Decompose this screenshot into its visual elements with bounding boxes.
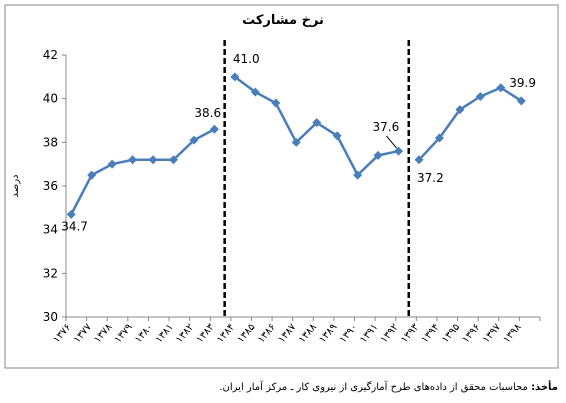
x-tick-label: ۱۳۹۴ [420,322,442,346]
data-point [414,155,424,165]
y-tick-label: 36 [43,179,58,193]
data-point [271,98,281,108]
x-tick-label: ۱۳۸۱ [154,322,176,346]
x-tick-label: ۱۳۹۱ [358,322,380,346]
x-tick-label: ۱۳۸۵ [235,322,257,346]
y-tick-label: 34 [43,223,58,237]
x-tick-label: ۱۳۷۷ [72,321,95,345]
data-point [475,91,485,101]
x-tick-label: ۱۳۸۴ [215,322,237,346]
x-tick-label: ۱۳۹۰ [338,322,360,346]
data-point [496,83,506,93]
x-tick-label: ۱۳۸۳ [194,321,217,345]
data-point [66,209,76,219]
data-point [455,105,465,115]
data-point [312,118,322,128]
data-label: 41.0 [233,52,260,66]
data-label: 37.6 [373,120,400,134]
data-point [189,135,199,145]
x-tick-label: ۱۳۹۳ [399,321,422,345]
y-axis-label: درصد [10,174,21,197]
x-tick-label: ۱۳۸۹ [317,322,339,346]
data-label: 38.6 [194,106,221,120]
data-point [373,150,383,160]
label-leader [386,135,397,149]
x-tick-label: ۱۳۹۵ [440,322,462,346]
data-point [230,72,240,82]
x-tick-label: ۱۳۹۲ [379,322,401,346]
data-point [107,159,117,169]
data-point [394,146,404,156]
y-tick-label: 30 [43,310,58,324]
x-tick-label: ۱۳۷۶ [51,322,73,346]
data-point [516,96,526,106]
chart-title: نرخ مشارکت [242,13,324,28]
data-label: 39.9 [509,76,536,90]
x-tick-label: ۱۳۸۲ [174,322,196,346]
data-point [291,137,301,147]
y-tick-label: 32 [43,266,58,280]
data-point [128,155,138,165]
x-tick-label: ۱۳۸۷ [276,321,299,345]
data-point [353,170,363,180]
line-segment [70,128,216,215]
y-tick-label: 38 [43,135,58,149]
x-tick-label: ۱۳۹۸ [501,321,524,345]
x-tick-label: ۱۳۹۷ [481,321,504,345]
line-segment [418,86,522,161]
chart-frame [4,4,559,369]
data-point [148,155,158,165]
data-point [169,155,179,165]
source-note: مأخذ: محاسبات محقق از داده‌های طرح آمارگ… [219,380,558,393]
x-tick-label: ۱۳۹۶ [460,322,482,346]
y-tick-label: 42 [43,48,58,62]
data-label: 37.2 [417,171,444,185]
source-text: محاسبات محقق از داده‌های طرح آمارگیری از… [219,380,528,393]
source-label: مأخذ: [531,380,558,393]
data-point [434,133,444,143]
y-tick-label: 40 [43,92,58,106]
data-point [332,131,342,141]
data-point [87,170,97,180]
data-point [209,124,219,134]
x-tick-label: ۱۳۸۰ [133,322,155,346]
x-tick-label: ۱۳۸۸ [297,321,320,345]
x-tick-label: ۱۳۷۸ [92,321,115,345]
x-tick-label: ۱۳۸۶ [256,322,278,346]
data-label: 34.7 [61,219,88,233]
x-tick-label: ۱۳۷۹ [113,322,135,346]
data-point [250,87,260,97]
